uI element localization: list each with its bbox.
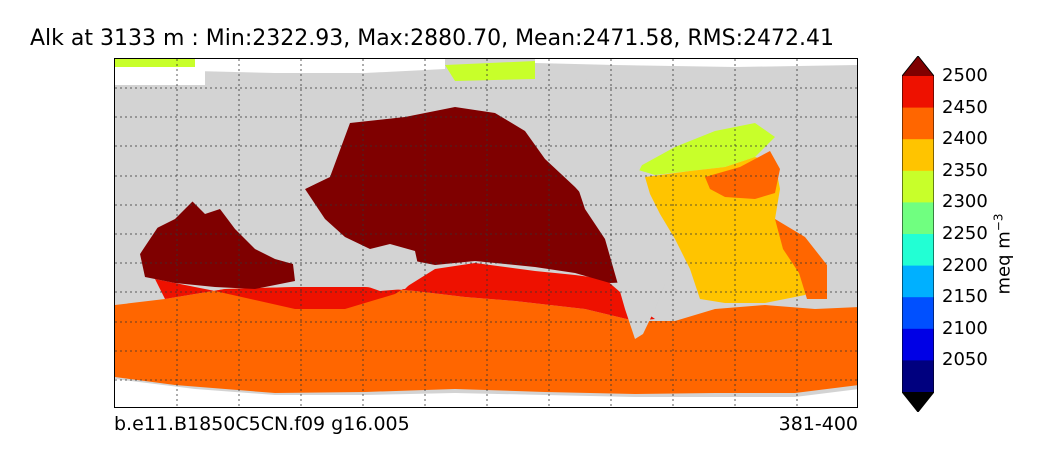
colorbar-tick-label: 2200 bbox=[942, 254, 988, 276]
missing-north bbox=[115, 67, 205, 85]
colorbar-tick-label: 2350 bbox=[942, 159, 988, 181]
colorbar-unit-label: meq m−3 bbox=[991, 213, 1015, 295]
land-africa-eurasia bbox=[115, 85, 365, 259]
land-africa-east bbox=[775, 135, 857, 269]
colorbar-level bbox=[902, 328, 934, 361]
colorbar-extend-max bbox=[902, 56, 934, 76]
colorbar-level bbox=[902, 76, 934, 109]
missing-arctic bbox=[195, 59, 857, 73]
region-atlantic-orange-south bbox=[775, 219, 827, 299]
time-period: 381-400 bbox=[778, 413, 858, 435]
colorbar-tick-label: 2450 bbox=[942, 96, 988, 118]
region-atlantic-orange bbox=[705, 151, 780, 199]
region-pacific bbox=[305, 107, 655, 283]
colorbar-level bbox=[902, 170, 934, 203]
map-canvas bbox=[115, 59, 857, 407]
land-americas bbox=[570, 79, 705, 339]
run-identifier: b.e11.B1850C5CN.f09 g16.005 bbox=[114, 413, 410, 435]
colorbar-extend-min bbox=[902, 392, 934, 412]
colorbar-level bbox=[902, 107, 934, 140]
missing-antarctica bbox=[115, 379, 857, 407]
colorbar-tick-label: 2400 bbox=[942, 128, 988, 150]
region-south-atlantic bbox=[645, 157, 820, 303]
gridlines bbox=[115, 59, 857, 407]
land-australia bbox=[350, 244, 420, 291]
region-arctic bbox=[115, 59, 535, 81]
colorbar-level bbox=[902, 297, 934, 330]
colorbar-level bbox=[902, 234, 934, 267]
colorbar-tick-label: 2150 bbox=[942, 286, 988, 308]
colorbar-tick-label: 2050 bbox=[942, 349, 988, 371]
colorbar-level bbox=[902, 265, 934, 298]
colorbar-level bbox=[902, 360, 934, 393]
colorbar-tick-label: 2250 bbox=[942, 223, 988, 244]
region-southern-ocean bbox=[115, 287, 857, 394]
colorbar-level bbox=[902, 202, 934, 235]
region-southern-band bbox=[155, 263, 655, 321]
colorbar-tick-label: 2100 bbox=[942, 317, 988, 339]
colorbar bbox=[902, 56, 934, 412]
plot-title: Alk at 3133 m : Min:2322.93, Max:2880.70… bbox=[30, 26, 835, 51]
colorbar-tick-label: 2300 bbox=[942, 191, 988, 213]
region-indian bbox=[140, 199, 295, 289]
colorbar-level bbox=[902, 139, 934, 172]
colorbar-tick-label: 2500 bbox=[942, 65, 988, 86]
ocean-map bbox=[114, 58, 858, 408]
